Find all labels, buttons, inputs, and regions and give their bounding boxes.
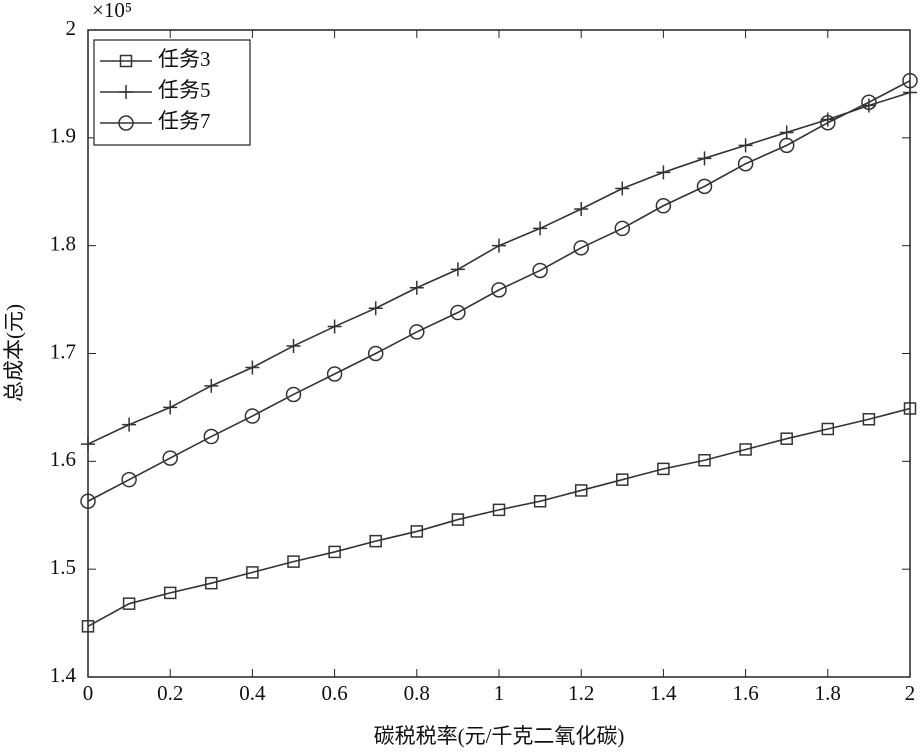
marker [451, 513, 465, 526]
legend-marker [119, 85, 133, 99]
x-tick-label: 0 [83, 681, 94, 705]
axis-multiplier: ×10⁵ [92, 0, 132, 22]
marker [656, 165, 671, 180]
x-tick-label: 1.4 [650, 681, 677, 705]
marker [163, 586, 177, 600]
marker [532, 262, 548, 279]
marker [491, 282, 507, 298]
marker [122, 417, 137, 432]
legend-marker [118, 115, 134, 131]
y-tick-label: 1.4 [50, 663, 77, 687]
marker [326, 366, 343, 382]
marker [367, 345, 384, 362]
marker [655, 198, 672, 214]
x-tick-label: 1.8 [815, 681, 841, 705]
marker [778, 137, 795, 154]
marker [286, 338, 301, 353]
marker [698, 454, 711, 467]
y-tick-label: 1.5 [50, 555, 76, 579]
marker [615, 181, 630, 196]
marker [80, 493, 96, 509]
marker [122, 597, 136, 610]
marker [492, 238, 506, 253]
marker [574, 484, 588, 497]
x-tick-label: 1.2 [568, 681, 594, 705]
y-tick-label: 1.8 [50, 231, 76, 255]
marker [204, 378, 219, 393]
marker [81, 437, 95, 452]
marker [409, 324, 425, 340]
x-tick-label: 0.4 [239, 681, 266, 705]
marker [244, 408, 261, 424]
marker [81, 620, 95, 633]
marker [861, 98, 876, 113]
y-tick-label: 1.9 [50, 124, 76, 148]
x-tick-label: 2 [905, 681, 916, 705]
marker [163, 400, 178, 415]
x-tick-label: 0.2 [157, 681, 183, 705]
y-tick-label: 1.7 [50, 339, 76, 363]
y-axis-label: 总成本(元) [2, 304, 26, 402]
marker [203, 428, 220, 445]
series-line [87, 407, 911, 628]
marker [574, 202, 589, 217]
marker [533, 494, 547, 508]
marker [328, 545, 341, 559]
marker [903, 402, 917, 415]
marker [368, 301, 383, 316]
marker [450, 262, 465, 277]
legend-marker [119, 54, 133, 68]
legend-label: 任务7 [158, 109, 211, 133]
marker [285, 386, 302, 403]
marker [614, 220, 631, 237]
marker [327, 319, 342, 334]
marker [657, 462, 670, 476]
marker [738, 138, 753, 153]
marker [162, 450, 178, 466]
marker [779, 125, 794, 140]
x-axis-label: 碳税税率(元/千克二氧化碳) [374, 724, 625, 748]
marker [409, 280, 424, 295]
marker [205, 576, 218, 590]
x-tick-label: 1.6 [732, 681, 758, 705]
y-tick-label: 1.6 [50, 447, 76, 471]
marker [492, 503, 506, 517]
marker [780, 432, 793, 445]
marker [696, 178, 713, 195]
marker [245, 360, 260, 375]
marker [862, 413, 876, 426]
x-tick-label: 1 [494, 681, 505, 705]
marker [246, 566, 259, 579]
marker [820, 114, 836, 131]
marker [121, 471, 137, 488]
series-line [87, 79, 911, 502]
marker [369, 534, 382, 548]
marker [739, 443, 752, 456]
x-tick-label: 0.6 [321, 681, 347, 705]
marker [737, 155, 754, 172]
marker [450, 304, 466, 321]
legend-label: 任务3 [158, 47, 211, 71]
marker [821, 422, 835, 436]
marker [861, 94, 877, 110]
marker [410, 525, 424, 538]
marker [616, 473, 629, 486]
marker [287, 555, 300, 568]
marker [573, 240, 589, 256]
marker [820, 112, 835, 127]
marker [533, 221, 548, 236]
y-tick-label: 2 [66, 16, 77, 40]
marker [902, 72, 918, 89]
x-tick-label: 0.8 [404, 681, 430, 705]
legend-label: 任务5 [158, 78, 211, 102]
marker [697, 151, 712, 166]
